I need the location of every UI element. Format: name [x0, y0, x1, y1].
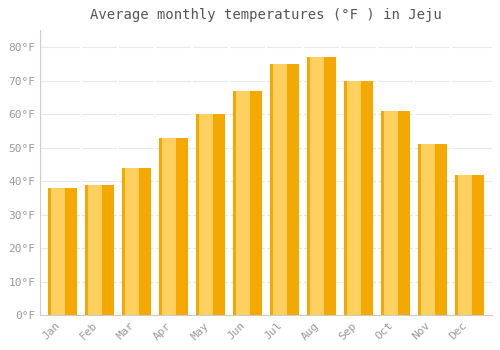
- Bar: [162, 138, 176, 315]
- Bar: [85, 185, 114, 315]
- Title: Average monthly temperatures (°F ) in Jeju: Average monthly temperatures (°F ) in Je…: [90, 8, 442, 22]
- Bar: [233, 91, 262, 315]
- Bar: [421, 145, 436, 315]
- Bar: [48, 188, 77, 315]
- Bar: [344, 81, 373, 315]
- Bar: [125, 168, 140, 315]
- Bar: [51, 188, 66, 315]
- Bar: [381, 111, 410, 315]
- Bar: [455, 175, 484, 315]
- Bar: [270, 64, 299, 315]
- Bar: [236, 91, 250, 315]
- Bar: [88, 185, 102, 315]
- Bar: [418, 145, 447, 315]
- Bar: [384, 111, 398, 315]
- Bar: [273, 64, 287, 315]
- Bar: [196, 114, 225, 315]
- Bar: [122, 168, 151, 315]
- Bar: [159, 138, 188, 315]
- Bar: [199, 114, 214, 315]
- Bar: [307, 57, 336, 315]
- Bar: [310, 57, 324, 315]
- Bar: [347, 81, 362, 315]
- Bar: [458, 175, 472, 315]
